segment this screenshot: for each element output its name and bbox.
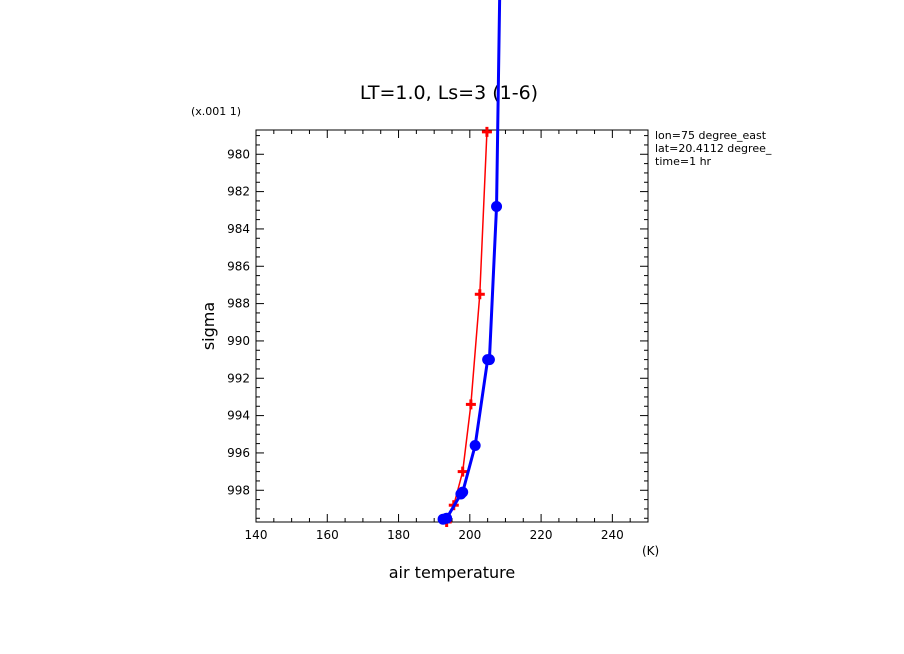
y-tick-label: 990: [227, 334, 250, 348]
info-lon: lon=75 degree_east: [655, 129, 767, 142]
data-point: [457, 486, 469, 498]
info-lat: lat=20.4112 degree_: [655, 142, 772, 155]
data-point: [481, 126, 492, 137]
x-tick-label: 240: [601, 528, 624, 542]
x-tick-label: 160: [316, 528, 339, 542]
info-block: lon=75 degree_east lat=20.4112 degree_ t…: [655, 129, 772, 168]
data-point: [441, 512, 453, 524]
y-tick-label: 980: [227, 147, 250, 161]
y-tick-label: 994: [227, 409, 250, 423]
data-point: [457, 466, 468, 477]
y-scale-note: (x.001 1): [191, 105, 241, 118]
y-axis-label: sigma: [199, 302, 218, 350]
x-tick-label: 140: [245, 528, 268, 542]
y-tick-label: 992: [227, 371, 250, 385]
data-point: [483, 354, 495, 366]
y-tick-label: 988: [227, 297, 250, 311]
data-point: [469, 439, 481, 451]
y-tick-label: 984: [227, 222, 250, 236]
y-tick-label: 986: [227, 259, 250, 273]
x-axis-label: air temperature: [389, 563, 515, 582]
data-point: [491, 201, 503, 213]
y-tick-label: 996: [227, 446, 250, 460]
data-point: [465, 399, 476, 410]
x-tick-label: 180: [387, 528, 410, 542]
y-tick-label: 998: [227, 483, 250, 497]
x-tick-label: 220: [530, 528, 553, 542]
plot-frame: [255, 129, 649, 523]
series-1: [437, 0, 503, 525]
info-time: time=1 hr: [655, 155, 712, 168]
y-tick-label: 982: [227, 185, 250, 199]
x-tick-label: 200: [458, 528, 481, 542]
series-0: [441, 126, 492, 527]
x-axis: 140 160 180 200 220 240: [245, 130, 649, 542]
x-axis-unit: (K): [642, 544, 659, 558]
y-axis: 980 982 984 986 988 990 992 994 996 998: [227, 135, 648, 519]
chart-title: LT=1.0, Ls=3 (1-6): [360, 82, 538, 104]
data-point: [474, 289, 485, 300]
series-layer: [437, 0, 503, 527]
series-line: [445, 131, 488, 523]
